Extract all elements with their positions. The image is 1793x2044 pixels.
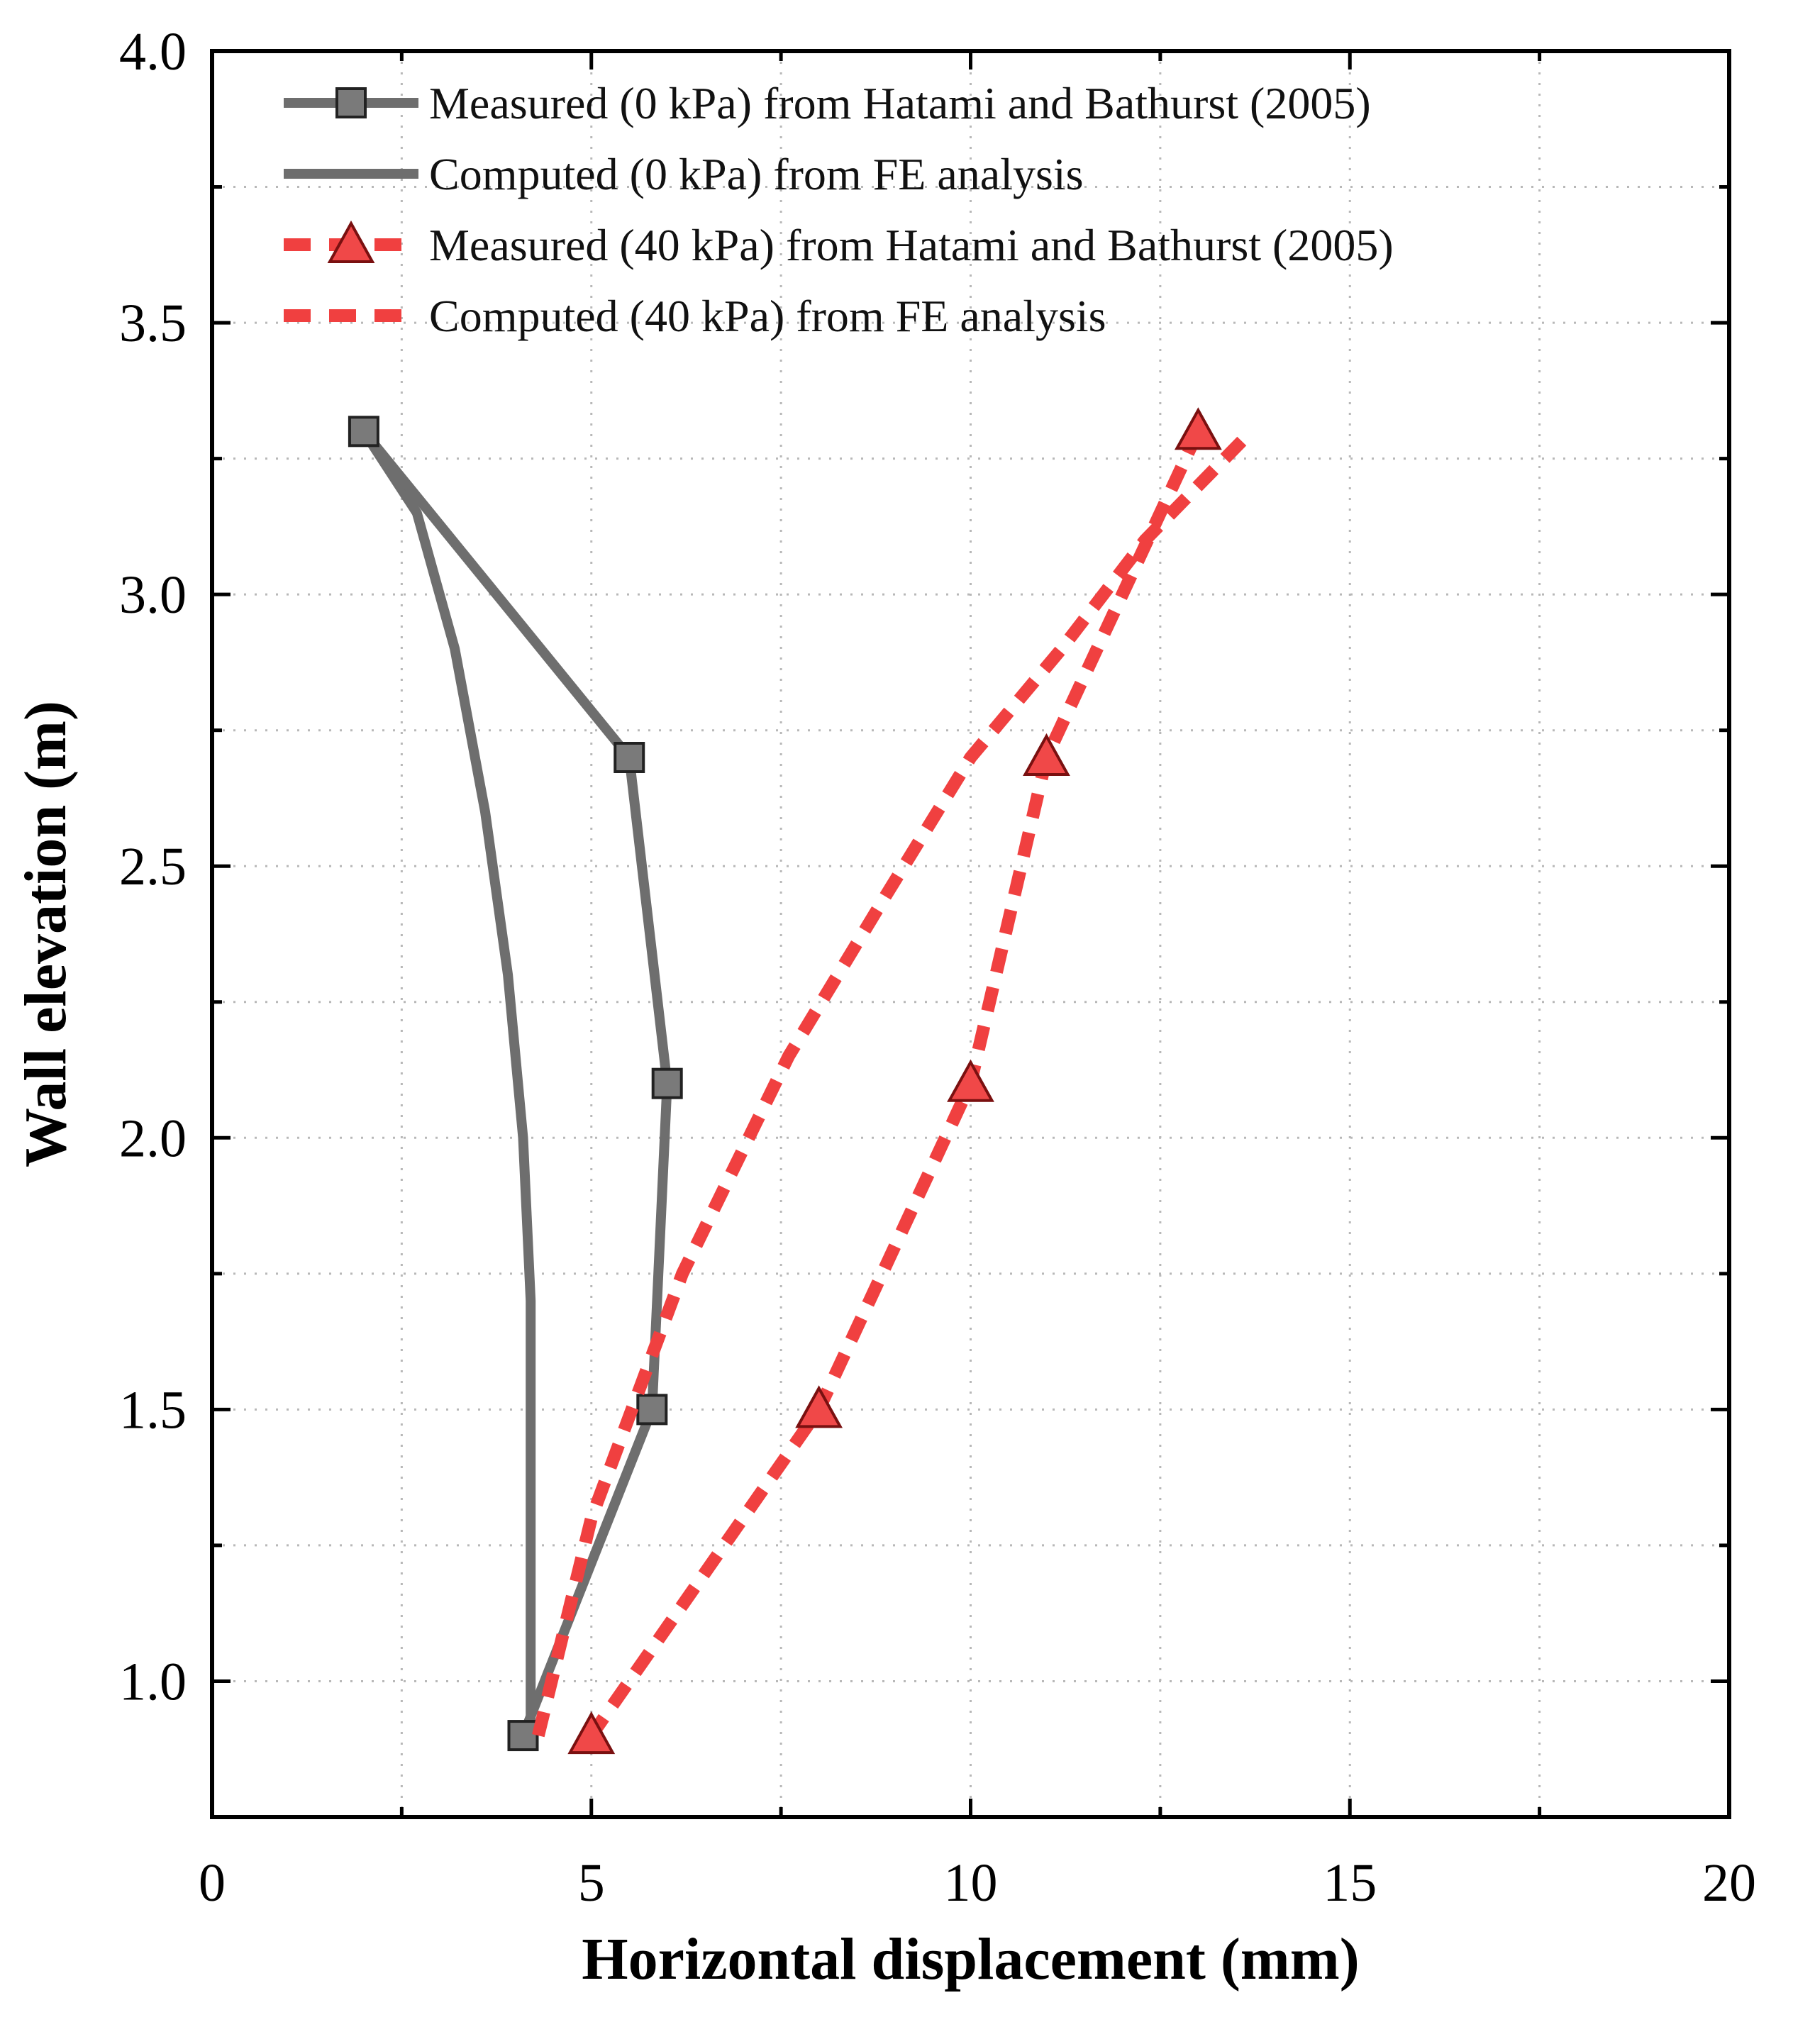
x-tick-label: 20	[1702, 1853, 1756, 1913]
y-tick-label: 4.0	[119, 22, 187, 82]
marker-square	[348, 416, 379, 448]
marker-square	[651, 1067, 683, 1099]
y-tick-label: 2.5	[119, 837, 187, 896]
y-tick-label: 1.5	[119, 1380, 187, 1440]
legend-label-3: Computed (40 kPa) from FE analysis	[429, 291, 1106, 341]
legend-marker-square	[335, 87, 367, 118]
tick-layer: 0 5 10 15 20 1.0 1.5 2.0 2.5 3.0 3.5 4.0	[119, 22, 1756, 1913]
marker-square	[507, 1720, 539, 1752]
marker-triangle	[567, 1711, 616, 1755]
legend-label-1: Computed (0 kPa) from FE analysis	[429, 149, 1084, 199]
marker-triangle	[1174, 407, 1222, 450]
x-tick-label: 5	[578, 1853, 605, 1913]
legend-marker-triangle	[327, 220, 375, 263]
legend: Measured (0 kPa) from Hatami and Bathurs…	[284, 78, 1394, 341]
marker-square	[636, 1394, 668, 1426]
marker-triangle	[795, 1385, 843, 1428]
y-tick-label: 1.0	[119, 1652, 187, 1711]
marker-square	[614, 742, 645, 773]
y-tick-label: 2.0	[119, 1109, 187, 1168]
x-tick-label: 10	[944, 1853, 998, 1913]
y-axis-title: Wall elevation (m)	[13, 701, 79, 1167]
x-tick-label: 0	[199, 1853, 226, 1913]
x-axis-title: Horizontal displacement (mm)	[582, 1926, 1359, 1992]
x-tick-label: 15	[1323, 1853, 1377, 1913]
y-tick-label: 3.0	[119, 565, 187, 625]
grid-layer	[212, 51, 1729, 1817]
legend-label-0: Measured (0 kPa) from Hatami and Bathurs…	[429, 78, 1371, 128]
marker-triangle	[947, 1059, 994, 1102]
legend-label-2: Measured (40 kPa) from Hatami and Bathur…	[429, 220, 1394, 270]
series-line-3	[532, 427, 1256, 1738]
y-tick-label: 3.5	[119, 294, 187, 353]
marker-triangle	[1023, 733, 1070, 776]
series-line-1	[358, 426, 536, 1741]
series-layer	[348, 407, 1256, 1755]
